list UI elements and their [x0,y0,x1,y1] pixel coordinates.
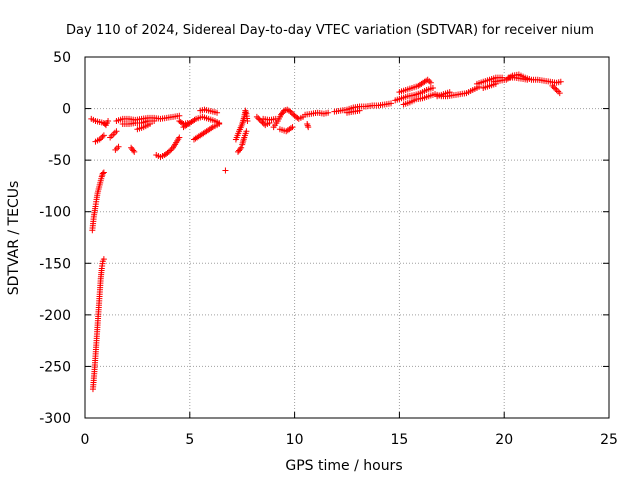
data-point [100,169,107,176]
data-point [256,116,263,123]
data-point [167,147,174,154]
y-tick-label: -200 [39,308,71,324]
data-point [99,133,106,140]
data-point [111,129,118,136]
x-tick-label: 5 [185,432,194,448]
chart-title: Day 110 of 2024, Sidereal Day-to-day VTE… [66,23,594,38]
data-point [427,79,434,86]
data-point [549,82,556,89]
data-point [98,135,105,142]
data-point [222,167,229,174]
data-point [288,110,295,117]
data-point [146,121,153,128]
data-point [259,119,266,126]
data-point [176,112,183,119]
data-point [176,134,183,141]
y-tick-label: -250 [39,359,71,375]
data-point [255,115,262,122]
data-point [304,122,311,129]
data-point [179,120,186,127]
data-point [105,117,112,124]
data-point [388,100,395,107]
data-point [108,132,115,139]
data-point [305,124,312,131]
data-point [550,84,557,91]
data-point [557,78,564,85]
x-tick-label: 10 [286,432,304,448]
data-point [238,144,245,151]
data-point [216,121,223,128]
data-point [553,87,560,94]
data-point [556,90,563,97]
data-point [552,85,559,92]
x-tick-label: 15 [390,432,408,448]
data-point [100,256,107,263]
data-point [165,148,172,155]
data-point [100,132,107,139]
data-point [107,134,114,141]
data-point [113,145,120,152]
x-tick-label: 0 [81,432,90,448]
x-axis-label: GPS time / hours [285,458,402,474]
y-tick-label: -100 [39,205,71,221]
data-series-sdtvar [88,71,564,393]
data-point [304,121,311,128]
data-point [555,88,562,95]
x-tick-label: 25 [600,432,618,448]
data-point [99,170,106,177]
data-point [287,108,294,115]
y-axis-label: SDTVAR / TECUs [6,181,22,296]
data-point [446,89,453,96]
data-point [168,146,175,153]
plot-frame [84,56,610,419]
x-tick-label: 20 [495,432,513,448]
data-point [253,113,260,120]
data-point [237,146,244,153]
data-point [244,117,251,124]
y-tick-label: -150 [39,256,71,272]
tick-marks [84,56,610,419]
data-point [110,131,117,138]
data-point [325,109,332,116]
data-point [524,76,531,83]
data-point [113,128,120,135]
y-tick-label: -300 [39,411,71,427]
data-point [289,124,296,131]
y-tick-label: 50 [53,50,71,66]
y-tick-label: -50 [48,153,71,169]
data-point [130,147,137,154]
data-point [112,146,119,153]
data-point [243,128,250,135]
data-point [429,84,436,91]
data-point [214,109,221,116]
data-point [131,148,138,155]
data-point [426,78,433,85]
data-point [96,136,103,143]
data-point [356,107,363,114]
x-tick-labels: 0 5 10 15 20 25 [81,432,618,448]
data-point [151,117,158,124]
y-tick-labels: -300 -250 -200 -150 -100 -50 0 50 [39,50,71,427]
data-point [115,143,122,150]
y-tick-label: 0 [62,102,71,118]
